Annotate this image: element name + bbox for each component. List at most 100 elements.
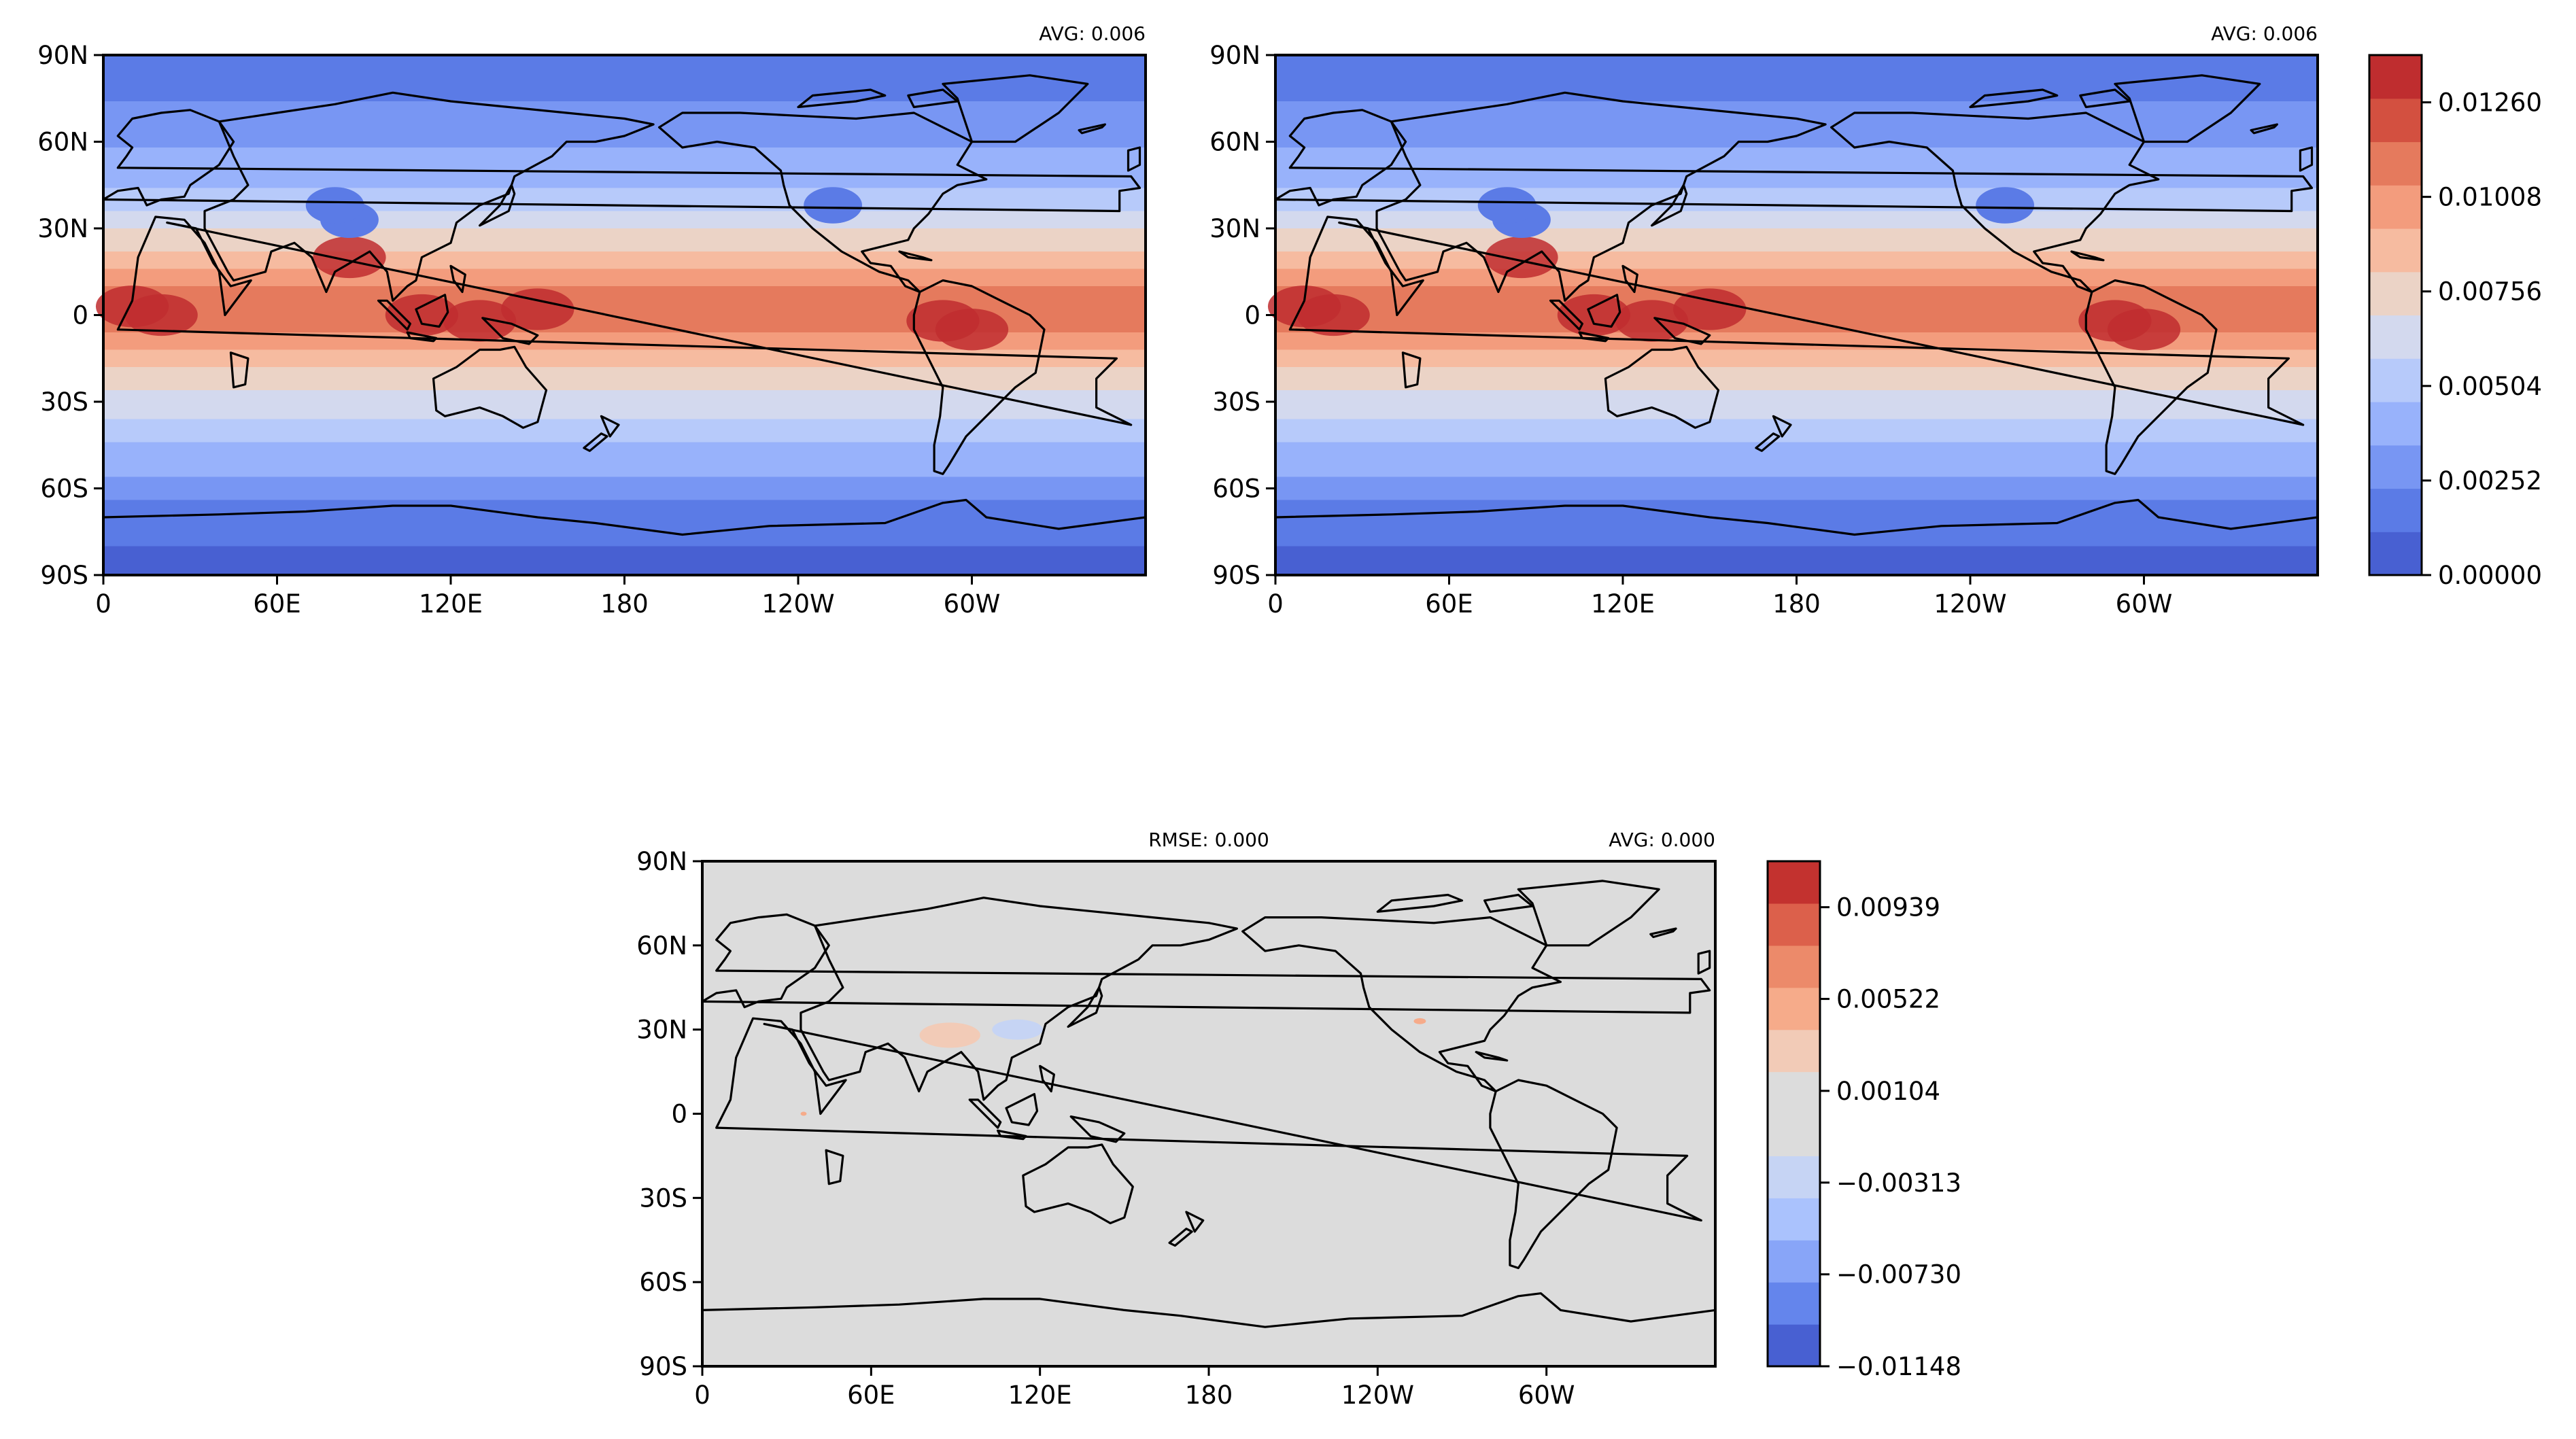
zonal-band (1275, 303, 2318, 310)
colorbar-segment (2369, 532, 2422, 576)
y-tick-label: 60N (636, 931, 687, 960)
colorbar-segment (2369, 141, 2422, 186)
zonal-band (103, 569, 1146, 576)
coastline (898, 250, 933, 262)
zonal-band (103, 361, 1146, 368)
colorbar-frame (2368, 54, 2423, 576)
zonal-band (1275, 402, 2318, 409)
coastline (1375, 91, 1827, 302)
colorbar-segment (2369, 98, 2422, 143)
zonal-band (1275, 460, 2318, 466)
zonal-band (1275, 442, 2318, 449)
difference-spot (992, 1019, 1043, 1040)
zonal-band (103, 148, 1146, 154)
maximum-cell (124, 294, 198, 336)
zonal-band (103, 436, 1146, 443)
colorbar-segment (2369, 488, 2422, 532)
colorbar-tick-label: 0.01260 (2438, 88, 2542, 118)
y-tick-label: 90N (636, 847, 687, 876)
bottom-map-field (702, 861, 1715, 1366)
top-left-avg-label: AVG: 0.006 (1039, 22, 1146, 45)
zonal-band (1275, 453, 2318, 460)
colorbar-segment (1768, 945, 1820, 988)
zonal-band (103, 425, 1146, 432)
zonal-band (103, 159, 1146, 166)
zonal-band (103, 309, 1146, 316)
zonal-band (1275, 72, 2318, 79)
coastline (912, 279, 1046, 475)
zonal-band (1275, 217, 2318, 224)
coastline (1475, 1051, 1509, 1062)
maximum-cell (501, 288, 574, 330)
zonal-band (103, 367, 1146, 374)
zonal-band (103, 332, 1146, 339)
top-right-coastlines (1274, 74, 2318, 536)
zonal-band (1275, 124, 2318, 131)
difference-spot (919, 1022, 980, 1048)
coastline (2084, 279, 2218, 475)
zonal-band (1275, 141, 2318, 148)
top-left-zonal-bands (95, 55, 1146, 576)
coastline (1489, 1079, 1618, 1270)
zonal-band (103, 379, 1146, 385)
coastline (658, 111, 988, 294)
zonal-band (1275, 407, 2318, 414)
zonal-band (1275, 384, 2318, 391)
zonal-band (103, 275, 1146, 281)
zonal-band (1275, 90, 2318, 97)
zonal-band (1275, 540, 2318, 547)
coastline (1274, 109, 2314, 213)
zonal-band (103, 268, 1146, 275)
zonal-band (103, 349, 1146, 356)
zonal-band (103, 164, 1146, 171)
y-tick-label: 90N (37, 41, 88, 70)
zonal-band (1275, 494, 2318, 501)
zonal-band (103, 252, 1146, 258)
zonal-band (1275, 153, 2318, 160)
colorbar-segment (2369, 228, 2422, 273)
zonal-band (1275, 326, 2318, 333)
coastline (1772, 415, 1792, 438)
zonal-band (1275, 211, 2318, 218)
bottom-rmse-label: RMSE: 0.000 (1148, 829, 1269, 851)
top-left-coastlines (102, 74, 1146, 536)
zonal-band (1275, 309, 2318, 316)
x-tick-label: 120W (761, 589, 834, 619)
coastline (1005, 1093, 1039, 1126)
coastline (800, 897, 1238, 1101)
zonal-band (1275, 228, 2318, 235)
zonal-band (1275, 136, 2318, 143)
maximum-cell (2107, 309, 2181, 351)
zonal-band (1275, 517, 2318, 524)
zonal-band (103, 245, 1146, 252)
zonal-band (1275, 506, 2318, 513)
colorbar-segment (2369, 402, 2422, 446)
x-tick-label: 0 (1267, 589, 1284, 619)
zonal-band (1275, 95, 2318, 102)
colorbar-segment (1768, 903, 1820, 946)
zonal-band (1275, 349, 2318, 356)
zonal-band (1275, 159, 2318, 166)
colorbar-segment (1768, 1113, 1820, 1157)
zonal-band (103, 453, 1146, 460)
colorbar-segment (1768, 1071, 1820, 1115)
zonal-band (103, 78, 1146, 85)
zonal-band (1275, 292, 2318, 298)
zonal-band (103, 280, 1146, 287)
zonal-band (103, 407, 1146, 414)
zonal-band (1275, 182, 2318, 189)
zonal-band (1275, 419, 2318, 426)
zonal-band (103, 171, 1146, 177)
coastline (968, 1098, 1002, 1129)
colorbar-segment (1768, 1324, 1820, 1367)
top-left-x-ticks: 0 60E 120E 180 120W 60W (95, 575, 1000, 619)
y-tick-label: 30S (40, 387, 88, 417)
zonal-band (103, 136, 1146, 143)
x-tick-label: 120W (1934, 589, 2006, 619)
zonal-band (103, 228, 1146, 235)
zonal-band (103, 286, 1146, 293)
zonal-band (103, 506, 1146, 513)
zonal-band (103, 130, 1146, 137)
y-tick-label: 90S (1212, 561, 1260, 590)
zonal-band (103, 476, 1146, 483)
